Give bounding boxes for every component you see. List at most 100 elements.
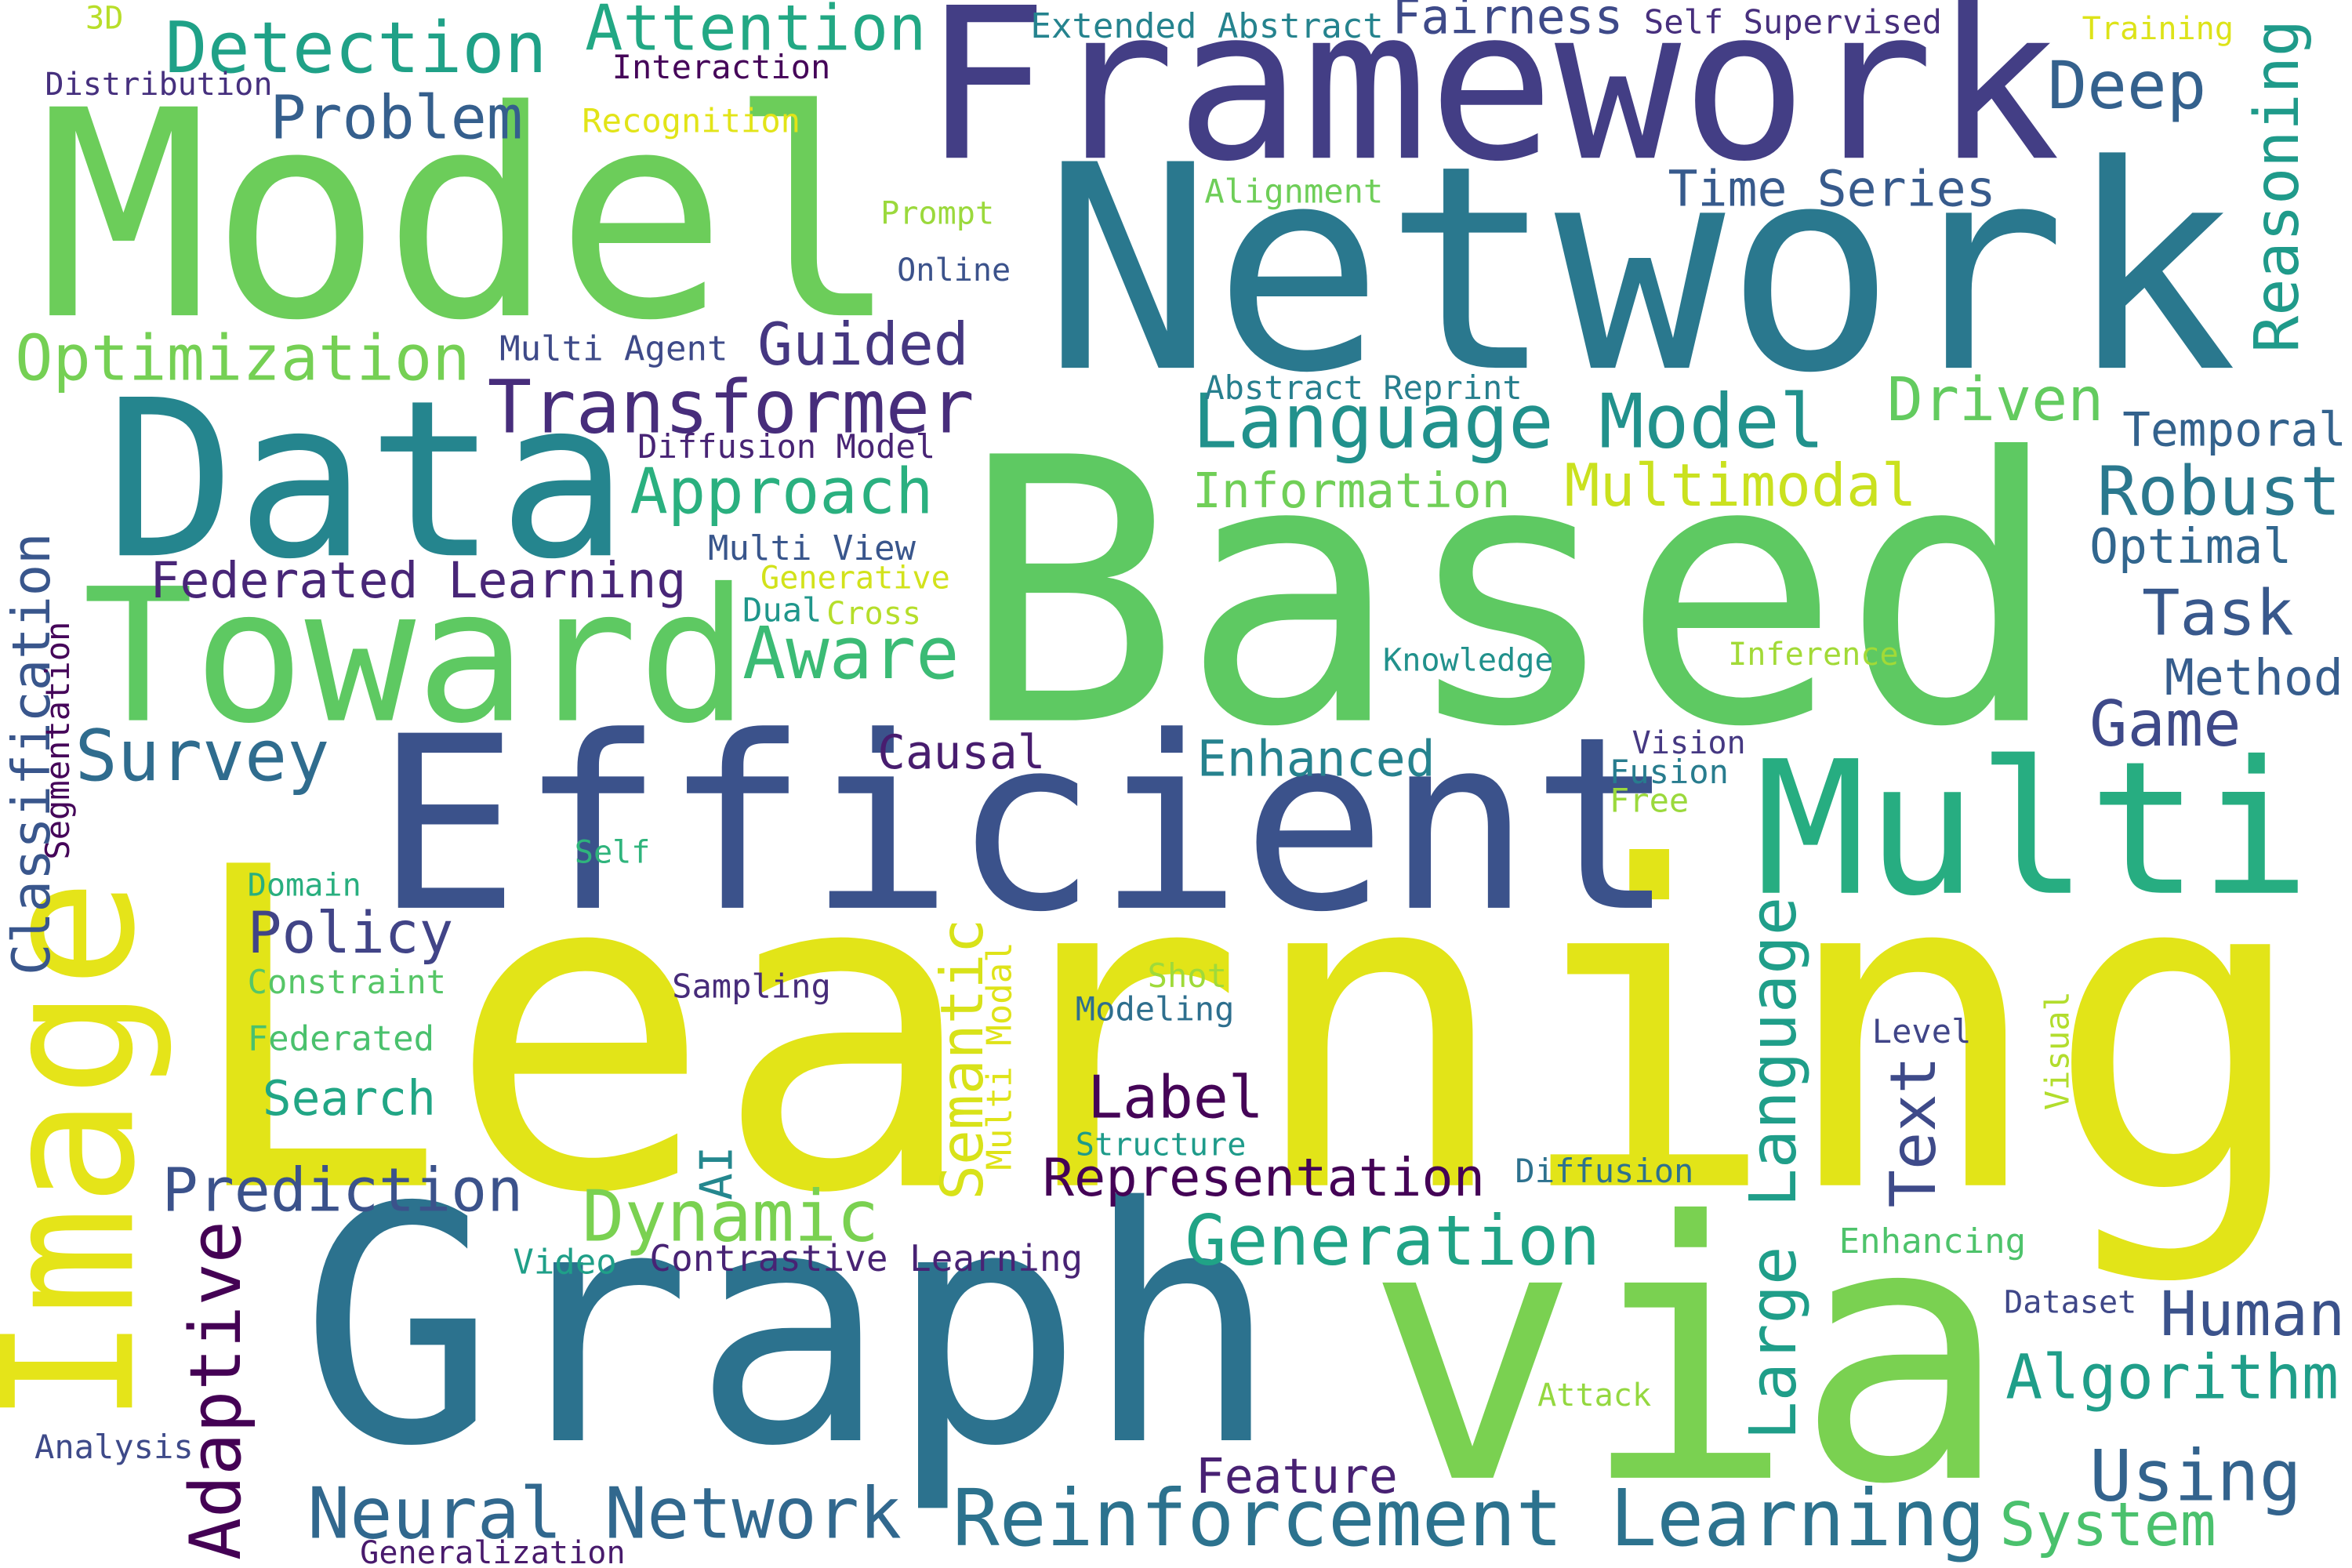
word: Search	[263, 1071, 436, 1127]
word: Semantic	[928, 919, 996, 1200]
word: Transformer	[488, 365, 975, 450]
word: Constraint	[248, 963, 446, 1001]
word: Free	[1610, 781, 1689, 819]
word: Knowledge	[1383, 643, 1554, 679]
word: Recognition	[582, 102, 800, 140]
word: Attack	[1537, 1377, 1651, 1414]
word: Reinforcement Learning	[953, 1474, 1985, 1564]
word: Task	[2142, 576, 2293, 650]
word: Generative	[760, 560, 950, 596]
word: Segmentation	[38, 622, 77, 860]
word: Learning	[180, 775, 2311, 1290]
word: Efficient	[375, 686, 1675, 965]
word: System	[1999, 1490, 2216, 1560]
word: Fusion	[1610, 753, 1729, 791]
word: Model	[38, 50, 900, 383]
word: Multi View	[708, 528, 916, 568]
word: Temporal	[2122, 403, 2347, 457]
word: Shot	[1148, 956, 1227, 995]
word: Enhancing	[1839, 1221, 2026, 1261]
word: Survey	[75, 716, 330, 797]
word: Interaction	[612, 48, 831, 86]
word: Enhanced	[1197, 729, 1436, 787]
word: Optimization	[15, 321, 470, 394]
word: Feature	[1196, 1449, 1398, 1504]
word: Self	[575, 834, 651, 870]
word: Driven	[1887, 365, 2103, 435]
word: Prompt	[880, 195, 994, 231]
word: AI	[691, 1146, 743, 1200]
word: Image	[0, 879, 175, 1425]
word: Abstract Reprint	[1204, 368, 1522, 407]
word: Network	[1043, 105, 2238, 435]
word: Dual	[742, 590, 822, 629]
word: Reasoning	[2241, 20, 2313, 353]
word: Generalization	[360, 1535, 625, 1568]
word: Dataset	[2004, 1284, 2136, 1320]
word: Generation	[1185, 1200, 1600, 1281]
word: Classification	[1, 533, 62, 975]
word: Aware	[742, 612, 959, 695]
word: Extended Abstract	[1030, 6, 1383, 46]
word: Using	[2089, 1436, 2302, 1518]
word: Algorithm	[2005, 1341, 2339, 1413]
word: Online	[897, 252, 1011, 289]
word: Human	[2160, 1279, 2345, 1350]
word: Method	[2165, 648, 2343, 706]
word: Level	[1872, 1012, 1972, 1051]
word: Graph	[300, 1138, 1280, 1517]
word: Toward	[82, 550, 749, 764]
word: Game	[2089, 687, 2241, 760]
word: Problem	[270, 83, 522, 153]
word: Deep	[2048, 47, 2207, 124]
word: Diffusion Model	[637, 427, 935, 466]
word: Modeling	[1076, 989, 1235, 1028]
word: Label	[1087, 1064, 1264, 1132]
word: Language Model	[1192, 377, 1824, 465]
word: Multi Modal	[980, 942, 1020, 1170]
word: Fairness	[1392, 0, 1624, 45]
word: Federated Learning	[150, 551, 686, 609]
word: Self Supervised	[1644, 2, 1942, 41]
word: Alignment	[1204, 172, 1383, 211]
word: Attention	[585, 0, 926, 64]
word: Guided	[757, 310, 969, 379]
word: Data	[105, 354, 629, 607]
word: Vision	[1632, 725, 1746, 761]
word: Information	[1192, 463, 1510, 519]
word: Framework	[923, 0, 2060, 208]
word: via	[1365, 1147, 2009, 1563]
word: Multi	[1755, 722, 2310, 937]
word: Large Language	[1737, 897, 1811, 1440]
word: Robust	[2097, 453, 2341, 532]
word: Contrastive Learning	[649, 1237, 1083, 1279]
word: Structure	[1076, 1127, 1247, 1163]
word: Inference	[1728, 637, 1899, 673]
word: Training	[2082, 11, 2234, 47]
word: Multimodal	[1565, 452, 1917, 520]
word: Text	[1876, 1056, 1950, 1207]
word: Diffusion	[1515, 1152, 1693, 1190]
word: Dynamic	[582, 1177, 879, 1258]
word: Adaptive	[176, 1221, 257, 1560]
word: Distribution	[45, 67, 272, 103]
word: Time Series	[1668, 159, 1996, 217]
word: Neural Network	[307, 1473, 902, 1555]
word: Approach	[630, 455, 934, 528]
word: Policy	[248, 901, 454, 967]
word: Representation	[1043, 1147, 1485, 1208]
word: Cross	[826, 596, 921, 632]
word: Video	[513, 1243, 616, 1283]
word: Visual	[2038, 991, 2076, 1110]
word: Optimal	[2089, 519, 2292, 575]
word: Federated	[248, 1019, 434, 1059]
word: Prediction	[162, 1156, 524, 1225]
word: Sampling	[672, 967, 831, 1006]
word: 3D	[85, 1, 123, 37]
word: Domain	[248, 868, 361, 904]
word: Detection	[165, 8, 546, 89]
word: Based	[960, 382, 2061, 808]
